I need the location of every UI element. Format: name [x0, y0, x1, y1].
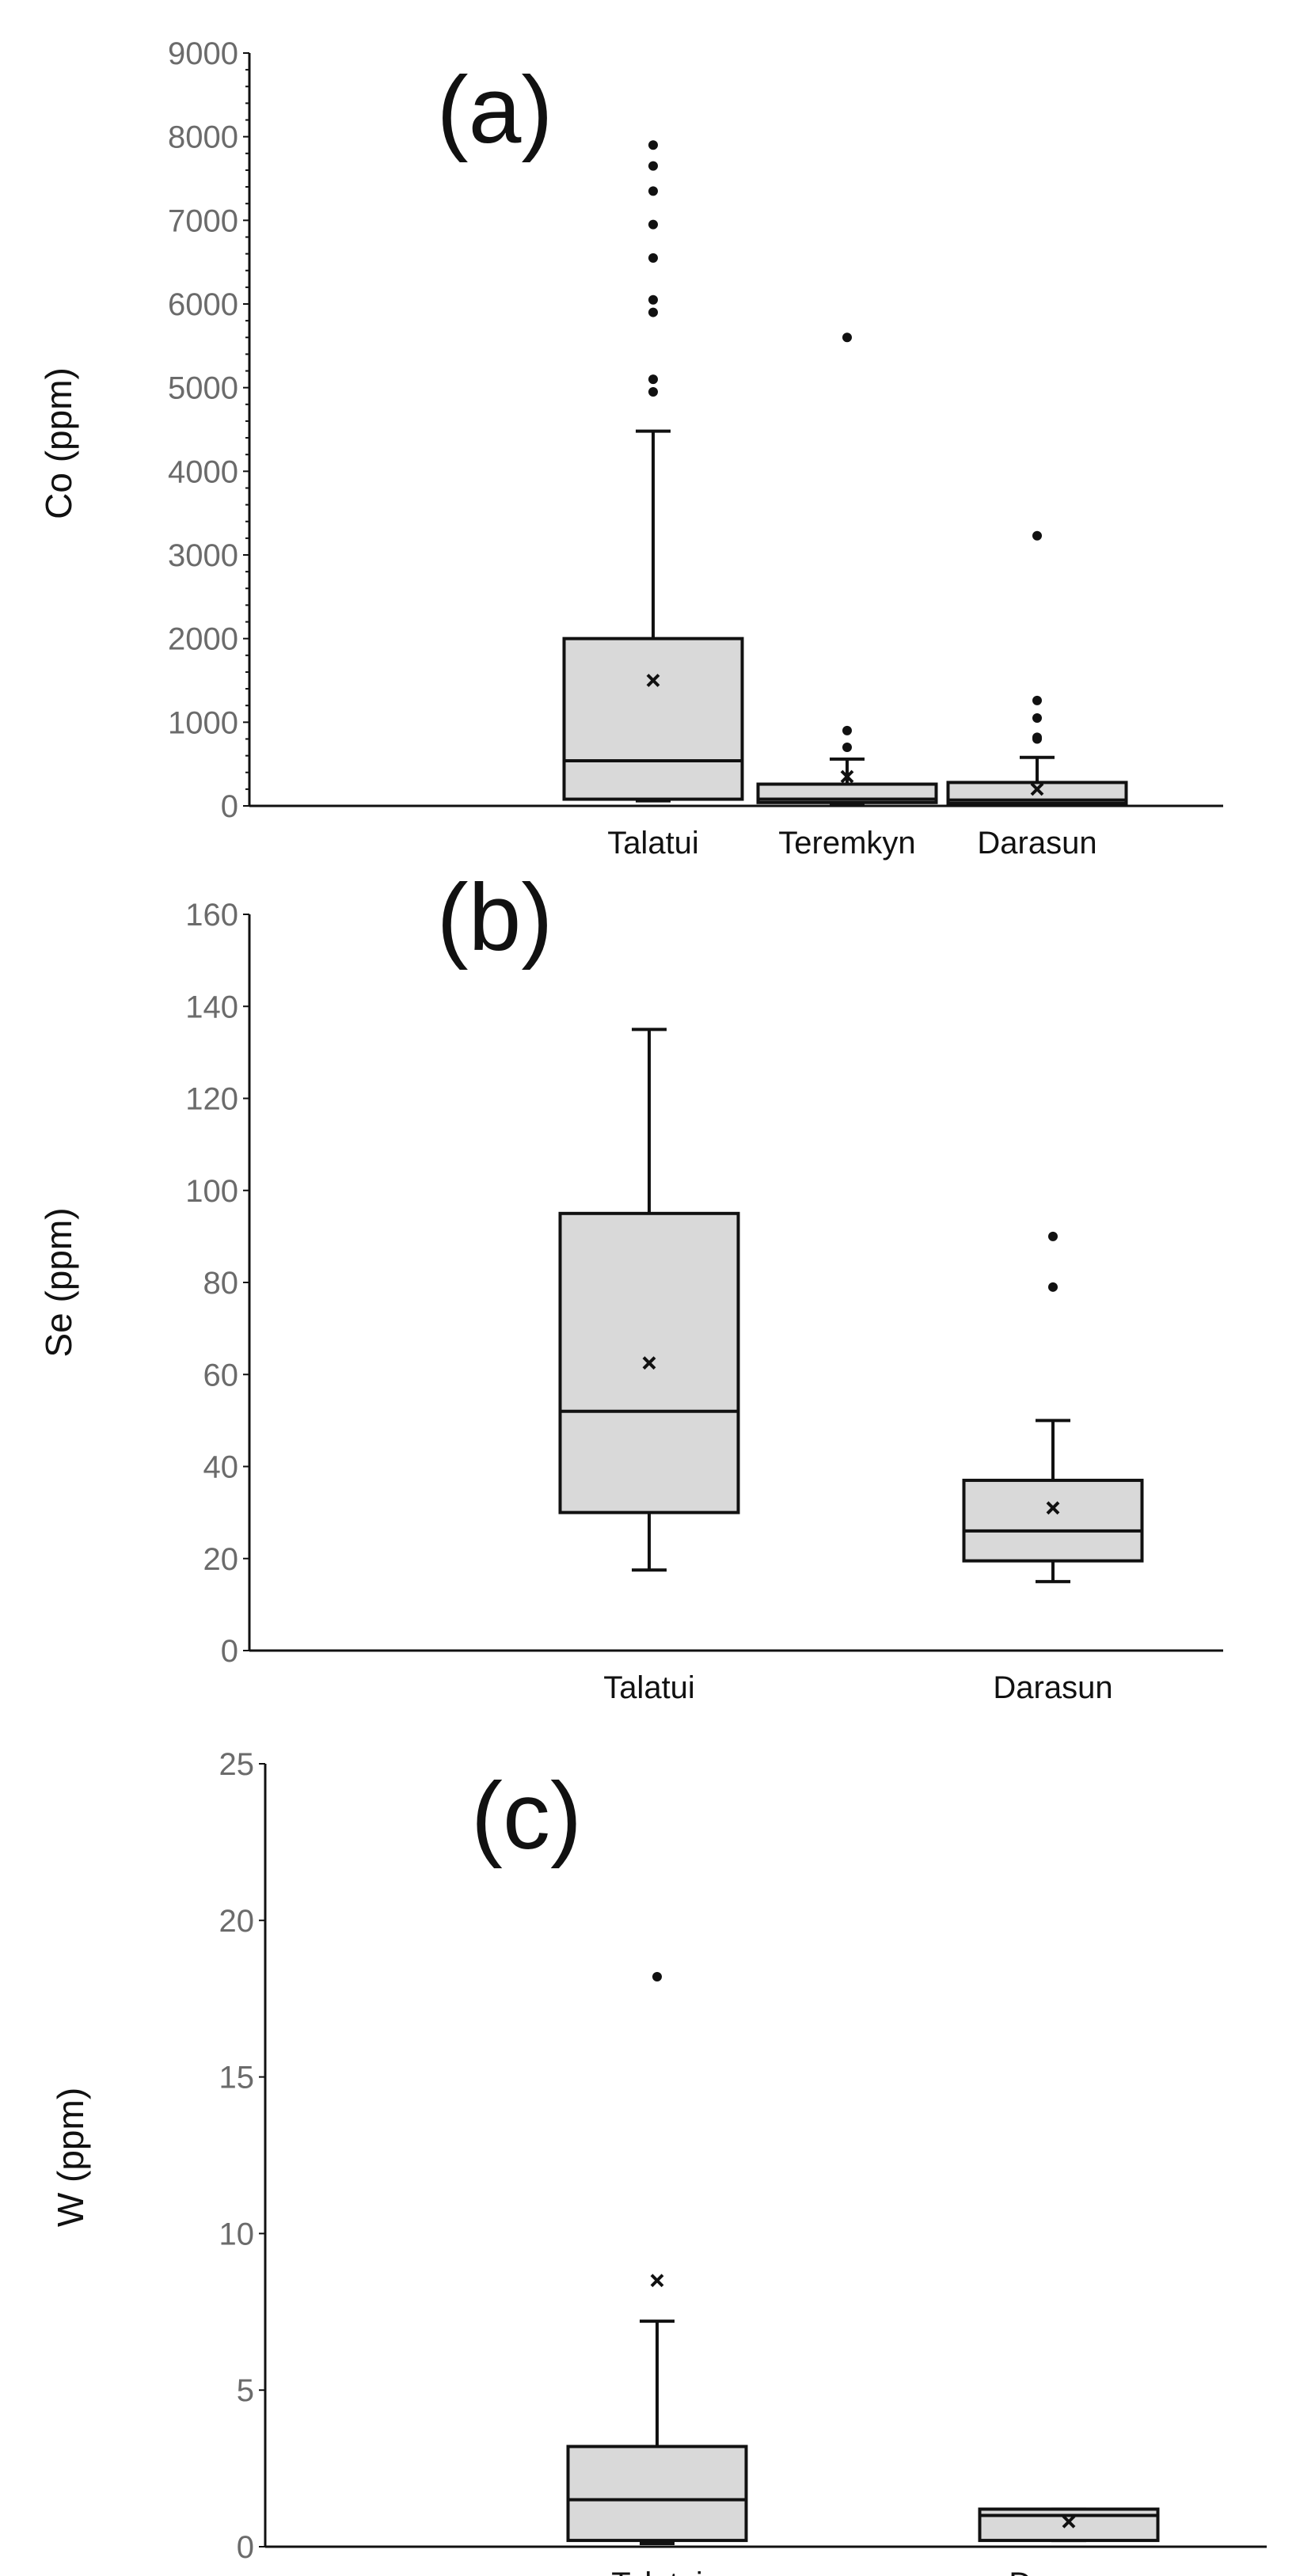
x-tick-label: Darasun — [977, 826, 1096, 861]
mean-marker-stroke — [642, 1356, 656, 1370]
y-tick-label: 6000 — [168, 287, 238, 322]
y-tick-label: 25 — [219, 1747, 255, 1782]
y-tick-label: 20 — [219, 1904, 255, 1939]
outlier-point — [1032, 530, 1042, 541]
outlier-point — [648, 307, 658, 317]
y-tick-label: 7000 — [168, 203, 238, 238]
y-tick-label: 160 — [185, 898, 238, 933]
outlier-point — [648, 374, 658, 385]
y-tick-label: 9000 — [168, 36, 238, 71]
y-tick-label: 5000 — [168, 371, 238, 406]
x-tick-label: Teremkyn — [778, 826, 915, 861]
mean-marker-stroke — [650, 2274, 664, 2288]
outlier-point — [842, 743, 852, 753]
y-tick-label: 2000 — [168, 622, 238, 657]
y-tick-label: 15 — [219, 2061, 255, 2095]
mean-marker — [840, 769, 854, 784]
outlier-point — [1048, 1231, 1058, 1241]
mean-marker-stroke — [840, 769, 854, 784]
outlier-point — [652, 1972, 662, 1982]
mean-marker-stroke — [1062, 2514, 1076, 2529]
outlier-point — [1032, 713, 1042, 724]
outlier-point — [1032, 695, 1042, 705]
y-tick-label: 0 — [237, 2530, 254, 2565]
outlier-point — [648, 186, 658, 196]
y-axis-label: W (ppm) — [50, 2088, 91, 2227]
y-tick-label: 0 — [221, 1634, 238, 1669]
panel-label: (b) — [437, 864, 553, 971]
x-tick-label: Darasun — [993, 1670, 1112, 1705]
mean-marker-stroke — [646, 674, 660, 687]
x-tick-label: Talatui — [603, 1670, 695, 1705]
y-tick-label: 40 — [203, 1450, 239, 1485]
panel-label: (a) — [437, 57, 553, 163]
outlier-point — [648, 253, 658, 263]
y-tick-label: 120 — [185, 1082, 238, 1117]
box-plot-darasun — [978, 2507, 1160, 2543]
outlier-point — [1048, 1282, 1058, 1292]
panel-2: 0 20 40 60 80 100 120 140 160 Se (ppm) (b) Talatui D… — [38, 864, 1223, 1705]
box-plot-darasun — [946, 530, 1128, 807]
box-plot-talatui — [566, 1972, 748, 2546]
box-plot-talatui — [562, 140, 744, 803]
x-tick-label: Talatui — [607, 826, 699, 861]
mean-marker — [642, 1356, 656, 1370]
iqr-box — [962, 1478, 1144, 1563]
y-tick-label: 4000 — [168, 454, 238, 489]
y-tick-label: 8000 — [168, 120, 238, 155]
outlier-point — [648, 219, 658, 230]
y-tick-label: 0 — [221, 789, 238, 824]
panel-label: (c) — [471, 1763, 582, 1869]
y-tick-label: 60 — [203, 1358, 239, 1392]
y-tick-label: 1000 — [168, 705, 238, 740]
outlier-point — [1032, 732, 1042, 743]
y-axis-label: Co (ppm) — [38, 367, 79, 519]
mean-marker — [646, 674, 660, 687]
y-tick-label: 10 — [219, 2217, 255, 2251]
mean-marker — [1062, 2514, 1076, 2529]
panel-1: 0 1000 2000 3000 4000 5000 6000 7000 8000 9000 Co … — [38, 36, 1223, 861]
y-tick-label: 5 — [237, 2373, 254, 2408]
mean-marker — [650, 2274, 664, 2288]
y-tick-label: 3000 — [168, 538, 238, 573]
box-plot-teremkyn — [756, 332, 938, 807]
y-tick-label: 80 — [203, 1266, 239, 1301]
outlier-point — [648, 386, 658, 397]
y-tick-label: 100 — [185, 1174, 238, 1209]
y-tick-label: 140 — [185, 990, 238, 1024]
x-tick-label: Darasun — [1009, 2567, 1128, 2576]
mean-marker — [1030, 782, 1044, 796]
outlier-point — [842, 332, 852, 343]
box-plot-darasun — [962, 1231, 1144, 1583]
iqr-box — [566, 2445, 748, 2543]
mean-marker-stroke — [1030, 782, 1044, 796]
outlier-point — [842, 725, 852, 735]
box-plot-talatui — [558, 1028, 740, 1572]
outlier-point — [648, 294, 658, 305]
y-tick-label: 20 — [203, 1542, 239, 1577]
outlier-point — [648, 140, 658, 150]
x-tick-label: Talatui — [611, 2567, 703, 2576]
y-axis-label: Se (ppm) — [38, 1207, 79, 1357]
outlier-point — [648, 161, 658, 171]
mean-marker — [1046, 1501, 1060, 1515]
iqr-box — [562, 636, 744, 801]
mean-marker-stroke — [1046, 1501, 1060, 1515]
panel-3: 0 5 10 15 20 25 W (ppm) (c) Talatui Darasun — [50, 1747, 1267, 2576]
